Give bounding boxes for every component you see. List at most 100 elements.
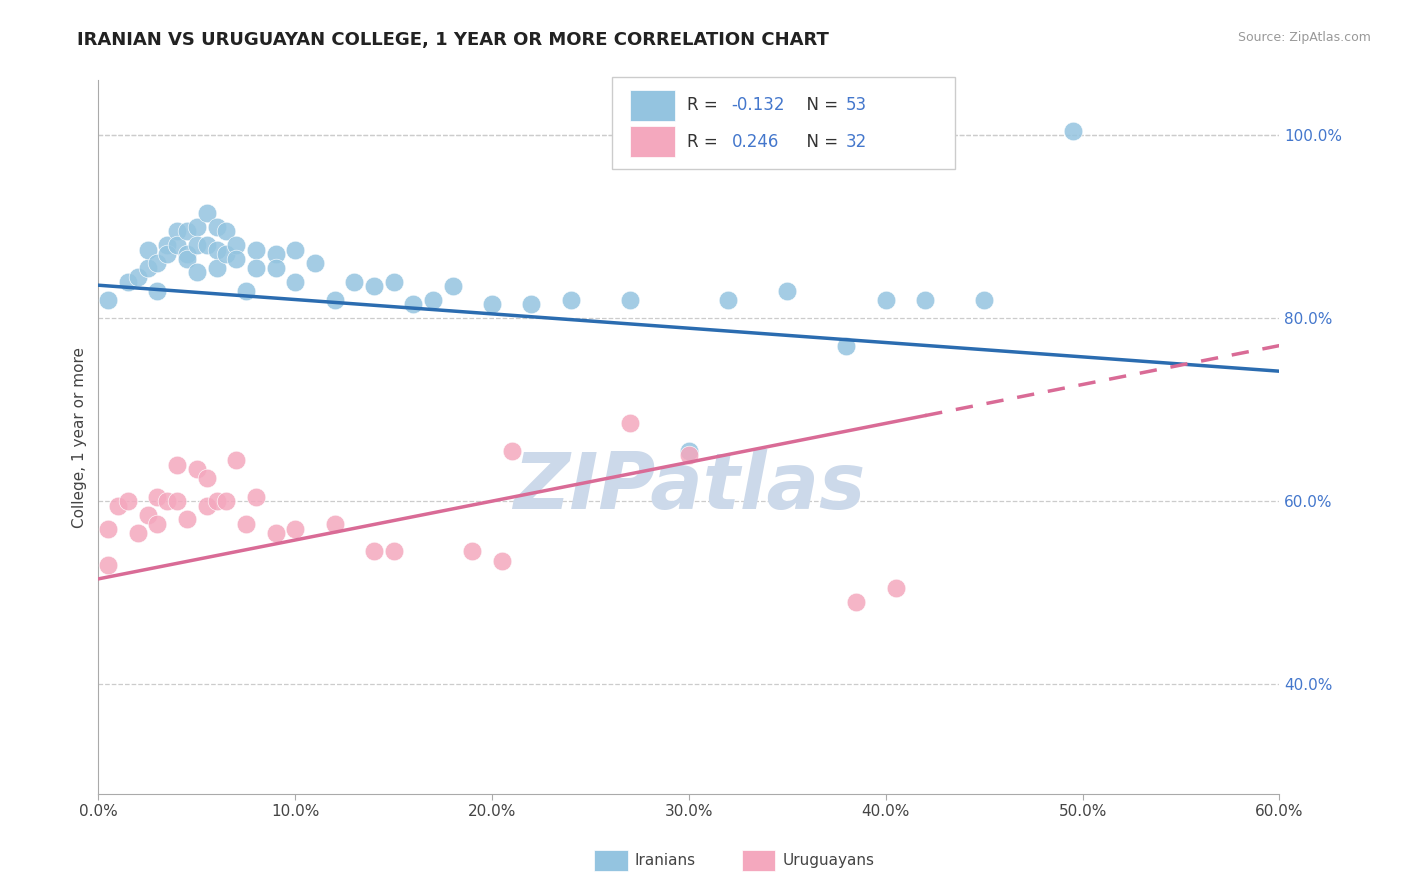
Point: [215, 247, 238, 261]
Point: [481, 297, 503, 311]
Point: [619, 417, 641, 431]
Point: [136, 260, 159, 275]
Point: [127, 526, 149, 541]
Point: [402, 297, 425, 311]
Point: [205, 260, 228, 275]
Point: [835, 338, 858, 352]
FancyBboxPatch shape: [742, 849, 775, 871]
Point: [245, 260, 267, 275]
FancyBboxPatch shape: [630, 126, 675, 157]
Point: [678, 449, 700, 463]
Point: [382, 544, 405, 558]
Point: [245, 490, 267, 504]
Point: [205, 219, 228, 234]
Point: [107, 499, 129, 513]
Point: [225, 252, 247, 266]
Text: R =: R =: [686, 95, 723, 113]
Point: [520, 297, 543, 311]
Point: [166, 494, 188, 508]
Point: [235, 516, 257, 531]
Point: [225, 238, 247, 252]
Text: Uruguayans: Uruguayans: [782, 853, 875, 868]
FancyBboxPatch shape: [612, 77, 955, 169]
Point: [186, 265, 208, 279]
Point: [146, 284, 169, 298]
FancyBboxPatch shape: [630, 90, 675, 121]
Point: [176, 252, 198, 266]
Point: [245, 243, 267, 257]
Point: [284, 243, 307, 257]
Point: [117, 494, 139, 508]
Text: N =: N =: [796, 133, 844, 151]
Point: [166, 238, 188, 252]
Point: [264, 247, 287, 261]
Point: [343, 275, 366, 289]
Point: [195, 238, 218, 252]
Point: [176, 247, 198, 261]
Text: 32: 32: [846, 133, 868, 151]
Point: [156, 238, 179, 252]
FancyBboxPatch shape: [595, 849, 627, 871]
Text: N =: N =: [796, 95, 844, 113]
Point: [215, 224, 238, 238]
Point: [146, 490, 169, 504]
Point: [560, 293, 582, 307]
Point: [501, 443, 523, 458]
Point: [225, 453, 247, 467]
Point: [146, 256, 169, 270]
Point: [264, 526, 287, 541]
Point: [136, 508, 159, 522]
Y-axis label: College, 1 year or more: College, 1 year or more: [72, 347, 87, 527]
Text: 0.246: 0.246: [731, 133, 779, 151]
Point: [845, 595, 868, 609]
Point: [117, 275, 139, 289]
Text: ZIPatlas: ZIPatlas: [513, 449, 865, 525]
Point: [884, 581, 907, 595]
Point: [97, 558, 120, 573]
Point: [176, 224, 198, 238]
Point: [166, 458, 188, 472]
Text: Source: ZipAtlas.com: Source: ZipAtlas.com: [1237, 31, 1371, 45]
Point: [235, 284, 257, 298]
Text: IRANIAN VS URUGUAYAN COLLEGE, 1 YEAR OR MORE CORRELATION CHART: IRANIAN VS URUGUAYAN COLLEGE, 1 YEAR OR …: [77, 31, 830, 49]
Point: [914, 293, 936, 307]
Point: [678, 443, 700, 458]
Point: [156, 247, 179, 261]
Point: [323, 516, 346, 531]
Point: [205, 494, 228, 508]
Point: [186, 238, 208, 252]
Point: [441, 279, 464, 293]
Point: [195, 206, 218, 220]
Point: [205, 243, 228, 257]
Point: [461, 544, 484, 558]
Point: [97, 293, 120, 307]
Point: [875, 293, 897, 307]
Point: [363, 544, 385, 558]
Point: [186, 462, 208, 476]
Point: [127, 270, 149, 285]
Point: [166, 224, 188, 238]
Point: [284, 275, 307, 289]
Point: [422, 293, 444, 307]
Point: [195, 471, 218, 485]
Text: R =: R =: [686, 133, 723, 151]
Text: 53: 53: [846, 95, 868, 113]
Point: [776, 284, 799, 298]
Point: [717, 293, 740, 307]
Point: [156, 494, 179, 508]
Point: [284, 522, 307, 536]
Text: Iranians: Iranians: [634, 853, 696, 868]
Text: -0.132: -0.132: [731, 95, 785, 113]
Point: [1062, 123, 1084, 137]
Point: [491, 553, 513, 567]
Point: [304, 256, 326, 270]
Point: [176, 512, 198, 526]
Point: [97, 522, 120, 536]
Point: [186, 219, 208, 234]
Point: [382, 275, 405, 289]
Point: [973, 293, 995, 307]
Point: [264, 260, 287, 275]
Point: [146, 516, 169, 531]
Point: [195, 499, 218, 513]
Point: [323, 293, 346, 307]
